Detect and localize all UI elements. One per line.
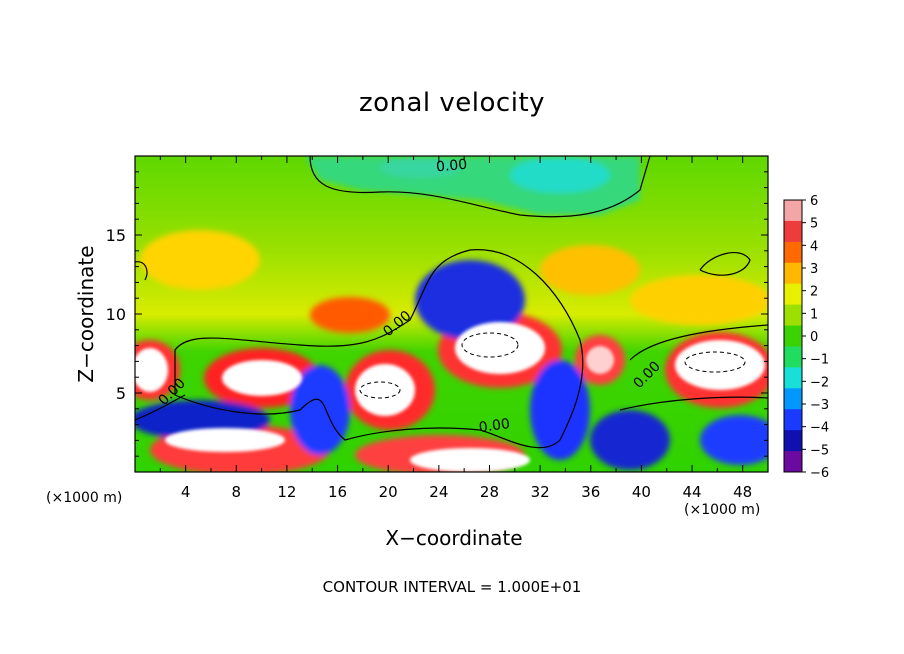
x-tick-label: 20 bbox=[379, 483, 398, 501]
colorbar-swatch bbox=[784, 241, 802, 264]
contour-negative bbox=[359, 332, 746, 399]
x-tick-label: 24 bbox=[429, 483, 448, 501]
blue-core-2 bbox=[290, 365, 350, 455]
upper-cyan-core-2 bbox=[380, 158, 460, 178]
blue-core-4 bbox=[530, 360, 590, 460]
white-cores bbox=[135, 322, 765, 472]
blue-core-5 bbox=[590, 410, 670, 470]
x-tick-label: 48 bbox=[733, 483, 752, 501]
colorbar-tick-label: 2 bbox=[810, 285, 818, 300]
colorbar-tick-label: −3 bbox=[810, 398, 829, 413]
contour-interval-note: CONTOUR INTERVAL = 1.000E+01 bbox=[322, 578, 582, 596]
colorbar: 6 5 4 3 2 1 0 −1 −2 −3 −4 −5 −6 bbox=[783, 194, 829, 481]
y-tick-label: 5 bbox=[116, 384, 126, 403]
colorbar-swatch bbox=[784, 451, 802, 473]
chart-title: zonal velocity bbox=[358, 88, 546, 118]
y-ticks: 5 10 15 bbox=[106, 171, 768, 457]
colorbar-tick-label: 0 bbox=[810, 330, 818, 345]
x-tick-label: 8 bbox=[232, 483, 242, 501]
contour-label: 0.00 bbox=[435, 157, 467, 176]
yellow-band-far-right bbox=[630, 275, 768, 325]
colorbar-swatch bbox=[784, 220, 802, 243]
x-ticks: 4 8 12 16 20 24 28 32 36 40 44 48 bbox=[159, 156, 752, 501]
x-unit-label: (×1000 m) bbox=[684, 502, 761, 518]
contour-zero-main bbox=[174, 249, 584, 449]
blue-core-6 bbox=[700, 415, 768, 465]
colorbar-tick-label: 3 bbox=[810, 262, 818, 277]
colorbar-tick-label: −4 bbox=[810, 421, 829, 436]
x-tick-label: 16 bbox=[328, 483, 347, 501]
colorbar-tick-label: 6 bbox=[810, 194, 818, 209]
y-tick-label: 15 bbox=[106, 226, 126, 245]
colorbar-swatch bbox=[784, 346, 802, 368]
colorbar-swatch bbox=[784, 304, 802, 327]
contour-zero-right bbox=[629, 324, 768, 361]
colorbar-swatch bbox=[784, 388, 802, 410]
contour-lines bbox=[135, 156, 768, 449]
colorbar-swatch bbox=[784, 409, 802, 431]
x-tick-label: 32 bbox=[531, 483, 550, 501]
colorbar-swatch bbox=[784, 200, 802, 222]
yellow-band-left bbox=[140, 230, 260, 290]
contour-zero-left bbox=[135, 394, 186, 421]
heatmap-field: 0.000.000.000.000.00 bbox=[135, 156, 768, 472]
x-axis-label: X−coordinate bbox=[385, 526, 523, 550]
x-tick-label: 12 bbox=[277, 483, 296, 501]
y-unit-label: (×1000 m) bbox=[46, 490, 123, 506]
x-tick-label: 40 bbox=[632, 483, 651, 501]
colorbar-swatch bbox=[784, 367, 802, 389]
colorbar-tick-label: −5 bbox=[810, 443, 829, 458]
colorbar-tick-label: 1 bbox=[810, 307, 818, 322]
colorbar-swatch bbox=[784, 262, 802, 285]
colorbar-swatch bbox=[784, 325, 802, 347]
upper-cyan-core bbox=[510, 157, 610, 193]
x-tick-label: 36 bbox=[581, 483, 600, 501]
colorbar-swatch bbox=[784, 430, 802, 452]
y-tick-label: 10 bbox=[106, 305, 126, 324]
colorbar-swatch bbox=[784, 283, 802, 306]
contour-zero-upper bbox=[309, 156, 651, 218]
orange-patch bbox=[310, 297, 390, 333]
colorbar-tick-label: −1 bbox=[810, 353, 829, 368]
contour-zero-right-low bbox=[619, 396, 768, 411]
colorbar-tick-label: 4 bbox=[810, 239, 818, 254]
colorbar-tick-label: 5 bbox=[810, 217, 818, 232]
x-tick-label: 28 bbox=[480, 483, 499, 501]
contour-right-small bbox=[699, 251, 751, 276]
contour-left-small bbox=[135, 261, 148, 281]
contour-label: 0.00 bbox=[478, 416, 511, 436]
x-tick-label: 44 bbox=[682, 483, 701, 501]
x-tick-label: 4 bbox=[181, 483, 191, 501]
blue-core-1 bbox=[415, 260, 525, 340]
yellow-band-right bbox=[540, 245, 640, 295]
colorbar-tick-label: −6 bbox=[810, 466, 829, 481]
colorbar-tick-label: −2 bbox=[810, 375, 829, 390]
